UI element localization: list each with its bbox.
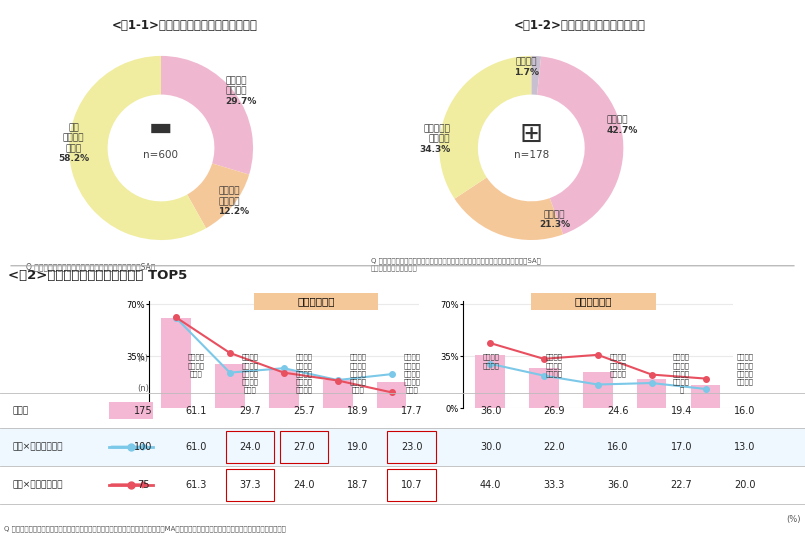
Text: 不用品の
販売がで
きるから: 不用品の 販売がで きるから — [609, 354, 626, 376]
Text: n=178: n=178 — [514, 150, 549, 161]
Text: 27.0: 27.0 — [293, 442, 315, 452]
Text: 購入・販売
両方目的
34.3%: 購入・販売 両方目的 34.3% — [419, 124, 450, 153]
Text: (n): (n) — [138, 354, 149, 363]
Text: 17.0: 17.0 — [671, 442, 692, 452]
Bar — [215, 364, 245, 408]
Text: Q 現在利用している「フリマアプリ」はどのような目的で利用していますか。（SA）
【アプリ使用者ベース】: Q 現在利用している「フリマアプリ」はどのような目的で利用していますか。（SA）… — [371, 257, 541, 271]
Wedge shape — [537, 56, 623, 235]
Text: 29.7: 29.7 — [239, 406, 261, 416]
Bar — [529, 368, 559, 408]
Text: 価格面の
負担が減
り試し買
いができ
るから: 価格面の 負担が減 り試し買 いができ るから — [349, 354, 366, 393]
Bar — [161, 318, 191, 408]
Text: 女性×現在の利用者: 女性×現在の利用者 — [12, 480, 63, 489]
Text: <図1-2>　フリマアプリの利用目的: <図1-2> フリマアプリの利用目的 — [514, 19, 646, 32]
Bar — [279, 431, 328, 463]
Text: 175: 175 — [134, 406, 153, 416]
Text: 男性×現在の利用者: 男性×現在の利用者 — [12, 443, 63, 452]
Text: 13.0: 13.0 — [734, 442, 756, 452]
Bar — [109, 402, 153, 419]
Text: 購入する場合: 購入する場合 — [297, 296, 335, 306]
Text: 販売する場合: 販売する場合 — [575, 296, 613, 306]
Text: 36.0: 36.0 — [480, 406, 502, 416]
Text: 36.0: 36.0 — [607, 480, 629, 490]
Text: 61.1: 61.1 — [185, 406, 207, 416]
Wedge shape — [440, 56, 531, 199]
Text: 75: 75 — [137, 480, 150, 490]
Text: 過去利用
していた
12.2%: 過去利用 していた 12.2% — [218, 186, 250, 216]
Bar — [387, 469, 436, 501]
Text: 18.7: 18.7 — [347, 480, 369, 490]
Wedge shape — [531, 56, 541, 95]
Text: 44.0: 44.0 — [480, 480, 502, 490]
Text: 閲覧のみ
1.7%: 閲覧のみ 1.7% — [514, 57, 539, 77]
Text: 安く買い
物ができ
るから: 安く買い 物ができ るから — [188, 354, 204, 376]
FancyBboxPatch shape — [519, 292, 668, 311]
Text: 24.6: 24.6 — [607, 406, 629, 416]
Text: お金が儲
かるから: お金が儲 かるから — [482, 354, 499, 369]
Bar — [225, 431, 275, 463]
Wedge shape — [187, 163, 249, 228]
Text: 24.0: 24.0 — [239, 442, 261, 452]
Bar — [377, 382, 407, 408]
Text: Q 「フリマアプリ」を利用したことがありますか。（SA）: Q 「フリマアプリ」を利用したことがありますか。（SA） — [26, 262, 155, 271]
Text: 時間や場
所に限ら
ず、買い
物ができ
るから: 時間や場 所に限ら ず、買い 物ができ るから — [242, 354, 258, 393]
Text: 自由な値
付けがで
きるから: 自由な値 付けがで きるから — [546, 354, 563, 376]
Text: 16.0: 16.0 — [607, 442, 629, 452]
Text: 19.4: 19.4 — [671, 406, 692, 416]
Text: <図1-1>　フリマアプリ利用経験の有無: <図1-1> フリマアプリ利用経験の有無 — [112, 19, 258, 32]
Bar — [387, 431, 436, 463]
Text: 22.7: 22.7 — [671, 480, 692, 490]
Text: n=600: n=600 — [143, 150, 179, 161]
Wedge shape — [69, 56, 206, 240]
Text: 16.0: 16.0 — [734, 406, 756, 416]
Text: 17.7: 17.7 — [401, 406, 423, 416]
Bar — [323, 380, 353, 408]
FancyBboxPatch shape — [242, 292, 390, 311]
Text: 全　体: 全 体 — [12, 406, 28, 415]
Text: ブランド
品や限定
品などが
出品され
るから: ブランド 品や限定 品などが 出品され るから — [403, 354, 420, 393]
Bar — [269, 370, 299, 408]
Bar — [583, 372, 613, 408]
Text: 25.7: 25.7 — [293, 406, 315, 416]
Text: <図2>　フリマアプリの利用理由 TOP5: <図2> フリマアプリの利用理由 TOP5 — [8, 269, 188, 282]
Text: 30.0: 30.0 — [480, 442, 502, 452]
Text: 利用
したこと
がない
58.2%: 利用 したこと がない 58.2% — [58, 123, 89, 163]
Wedge shape — [161, 56, 253, 175]
Text: 購入目的
42.7%: 購入目的 42.7% — [607, 115, 638, 135]
Text: 61.3: 61.3 — [185, 480, 207, 490]
Text: Q あなたが現在利用している「フリマアプリ」を利用している理由は何ですか。（MA）　【売買で利用している人ベース（閲覧のみを除く）】: Q あなたが現在利用している「フリマアプリ」を利用している理由は何ですか。（MA… — [4, 525, 286, 532]
Text: 37.3: 37.3 — [239, 480, 261, 490]
Text: ⊞: ⊞ — [520, 120, 543, 148]
Text: 24.0: 24.0 — [293, 480, 315, 490]
Wedge shape — [455, 178, 563, 240]
Bar — [475, 355, 505, 408]
Bar — [225, 469, 275, 501]
Text: 23.0: 23.0 — [401, 442, 423, 452]
Text: 出品手続
きの手間
がかから
ないから: 出品手続 きの手間 がかから ないから — [737, 354, 753, 385]
Bar — [691, 385, 720, 408]
Bar — [637, 379, 667, 408]
Text: ▬: ▬ — [149, 116, 173, 140]
Text: 販売目的
21.3%: 販売目的 21.3% — [539, 210, 570, 230]
Text: (%): (%) — [786, 515, 801, 524]
Text: 33.3: 33.3 — [543, 480, 565, 490]
Text: 61.0: 61.0 — [185, 442, 207, 452]
Text: 10.7: 10.7 — [401, 480, 423, 490]
Text: 100: 100 — [134, 442, 152, 452]
Text: 20.0: 20.0 — [734, 480, 756, 490]
Bar — [0, 428, 805, 466]
Text: 19.0: 19.0 — [347, 442, 369, 452]
Text: 22.0: 22.0 — [543, 442, 565, 452]
Text: 26.9: 26.9 — [543, 406, 565, 416]
Text: 非売品、
品切れの
ものなど
が出品さ
れるから: 非売品、 品切れの ものなど が出品さ れるから — [295, 354, 312, 393]
Text: 時間や場
所に限ら
ず、出品
できるか
ら: 時間や場 所に限ら ず、出品 できるか ら — [673, 354, 690, 393]
Text: 現在利用
している
29.7%: 現在利用 している 29.7% — [225, 76, 257, 106]
Text: 18.9: 18.9 — [347, 406, 369, 416]
Text: (n): (n) — [138, 384, 149, 392]
